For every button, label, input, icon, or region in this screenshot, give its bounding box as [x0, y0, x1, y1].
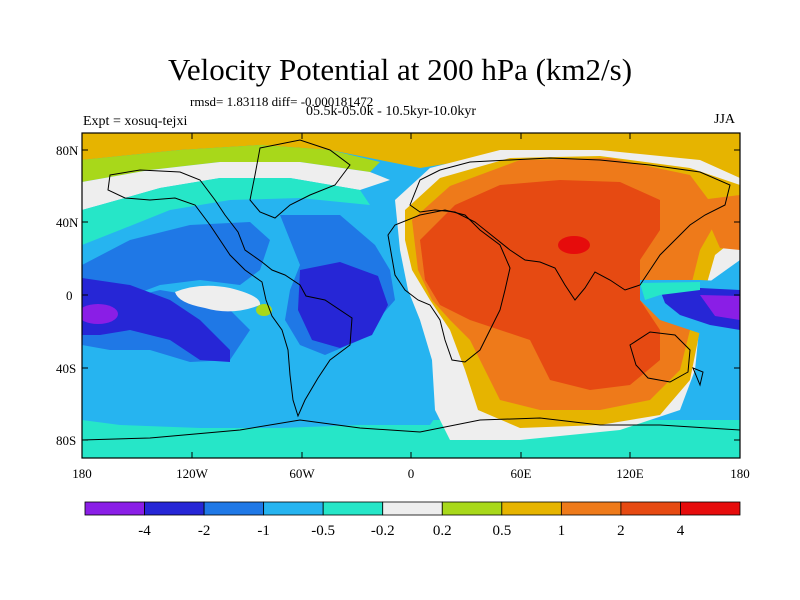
- colorbar-label: 0.5: [492, 523, 511, 539]
- lon-label-120e: 120E: [616, 466, 644, 481]
- colorbar-label: -2: [198, 523, 211, 539]
- colorbar-swatch: [501, 501, 562, 516]
- lat-label-80n: 80N: [56, 143, 79, 158]
- lon-label-0: 0: [408, 466, 415, 481]
- west-pacific-min: [700, 295, 740, 320]
- colorbar-label: -1: [257, 523, 270, 539]
- north-green-band: [82, 145, 380, 182]
- lon-label-60w: 60W: [289, 466, 315, 481]
- experiment-label: Expt = xosuq-tejxi: [83, 114, 188, 129]
- colorbar-label: 2: [617, 523, 625, 539]
- colorbar-swatch: [560, 501, 622, 516]
- colorbar-swatch: [203, 501, 265, 516]
- high-core: [420, 180, 660, 390]
- lat-label-80s: 80S: [56, 433, 76, 448]
- andes-patch: [256, 304, 272, 316]
- colorbar-swatch: [263, 501, 324, 516]
- map-title: Velocity Potential at 200 hPa (km2/s): [167, 52, 633, 87]
- period-label: 05.5k-05.0k - 10.5kyr-10.0kyr: [306, 104, 477, 119]
- pacific-neutral-patch: [175, 285, 261, 312]
- colorbar-swatch: [144, 501, 205, 516]
- pacific-min: [82, 304, 118, 324]
- lon-ticks: [191, 133, 631, 458]
- colorbar-swatch: [322, 501, 384, 516]
- colorbar: -4 -2 -1 -0.5 -0.2 0.2 0.5 1 2 4: [84, 501, 741, 539]
- lon-label-120w: 120W: [176, 466, 209, 481]
- contour-field: [82, 133, 740, 458]
- lat-label-40n: 40N: [56, 215, 79, 230]
- lon-label-60e: 60E: [511, 466, 532, 481]
- lon-label-180w: 180: [72, 466, 92, 481]
- lon-label-180e: 180: [730, 466, 750, 481]
- colorbar-label: 0.2: [433, 523, 452, 539]
- colorbar-label: -4: [138, 523, 151, 539]
- colorbar-swatch: [84, 501, 145, 516]
- high-max: [558, 236, 590, 254]
- atlantic-low-core: [298, 262, 388, 348]
- colorbar-label: -0.5: [311, 523, 335, 539]
- colorbar-swatch: [441, 501, 503, 516]
- lat-label-40s: 40S: [56, 361, 76, 376]
- colorbar-label: 4: [677, 523, 685, 539]
- north-neutral-band: [82, 162, 390, 210]
- colorbar-swatch: [620, 501, 681, 516]
- northwest-pacific-orange: [700, 195, 740, 250]
- lat-label-0: 0: [66, 288, 73, 303]
- west-pacific-cyan: [640, 282, 700, 300]
- colorbar-swatch: [382, 501, 443, 516]
- season-label: JJA: [714, 112, 736, 127]
- coastlines: [82, 139, 740, 441]
- south-pacific-band: [82, 380, 440, 428]
- lat-ticks: [82, 149, 740, 441]
- colorbar-label: -0.2: [371, 523, 395, 539]
- north-cyan-band: [82, 178, 370, 245]
- stats-text: rmsd= 1.83118 diff= -0.000181472: [190, 94, 374, 109]
- arctic-band: [82, 133, 740, 178]
- colorbar-label: 1: [558, 523, 566, 539]
- pacific-low-west: [82, 222, 270, 300]
- pacific-low-core: [82, 278, 230, 362]
- colorbar-swatch: [680, 501, 741, 516]
